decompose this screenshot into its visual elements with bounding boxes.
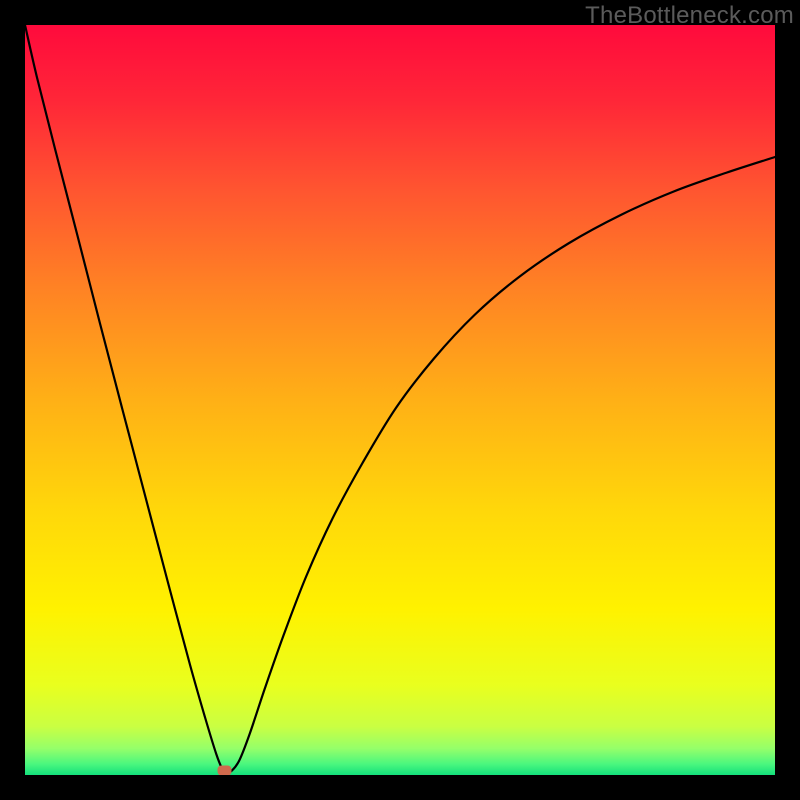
plot-svg	[25, 25, 775, 775]
chart-outer-frame: TheBottleneck.com	[0, 0, 800, 800]
watermark-text: TheBottleneck.com	[585, 2, 794, 30]
optimum-marker	[218, 766, 232, 776]
plot-area	[25, 25, 775, 775]
gradient-background	[25, 25, 775, 775]
